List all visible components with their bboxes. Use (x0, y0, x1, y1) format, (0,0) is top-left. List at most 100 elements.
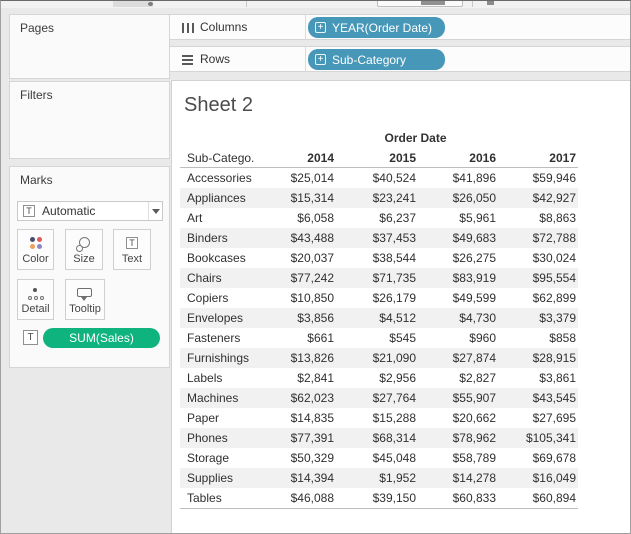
row-label[interactable]: Machines (187, 391, 239, 405)
table-cell[interactable]: $50,329 (290, 451, 334, 465)
table-cell[interactable]: $4,730 (459, 311, 496, 325)
row-label[interactable]: Envelopes (187, 311, 244, 325)
table-cell[interactable]: $45,048 (372, 451, 416, 465)
table-cell[interactable]: $27,764 (372, 391, 416, 405)
table-cell[interactable]: $43,488 (290, 231, 334, 245)
row-label[interactable]: Bookcases (187, 251, 246, 265)
row-label[interactable]: Binders (187, 231, 228, 245)
table-cell[interactable]: $2,841 (297, 371, 334, 385)
table-cell[interactable]: $77,391 (290, 431, 334, 445)
table-cell[interactable]: $21,090 (372, 351, 416, 365)
table-cell[interactable]: $58,789 (452, 451, 496, 465)
table-cell[interactable]: $46,088 (290, 491, 334, 505)
detail-button[interactable]: Detail (17, 279, 54, 320)
table-cell[interactable]: $545 (389, 331, 416, 345)
table-cell[interactable]: $20,037 (290, 251, 334, 265)
year-column-header[interactable]: 2014 (307, 151, 334, 165)
row-label[interactable]: Appliances (187, 191, 246, 205)
table-cell[interactable]: $14,394 (290, 471, 334, 485)
table-cell[interactable]: $49,599 (452, 291, 496, 305)
tooltip-button[interactable]: Tooltip (65, 279, 105, 320)
expand-plus-icon[interactable]: + (315, 54, 326, 65)
expand-plus-icon[interactable]: + (315, 22, 326, 33)
table-cell[interactable]: $26,050 (452, 191, 496, 205)
table-cell[interactable]: $78,962 (452, 431, 496, 445)
text-button[interactable]: T Text (113, 229, 151, 270)
row-label[interactable]: Storage (187, 451, 230, 465)
table-cell[interactable]: $14,835 (290, 411, 334, 425)
chevron-down-icon[interactable] (152, 209, 160, 214)
year-column-header[interactable]: 2015 (389, 151, 416, 165)
row-field-header[interactable]: Sub-Catego.. (187, 151, 254, 165)
table-cell[interactable]: $72,788 (532, 231, 576, 245)
column-field-header[interactable]: Order Date (384, 131, 447, 145)
rows-shelf[interactable]: Rows + Sub-Category (169, 46, 630, 72)
table-cell[interactable]: $3,861 (539, 371, 576, 385)
table-cell[interactable]: $39,150 (372, 491, 416, 505)
table-cell[interactable]: $68,314 (372, 431, 416, 445)
table-cell[interactable]: $6,058 (297, 211, 334, 225)
table-cell[interactable]: $71,735 (372, 271, 416, 285)
pages-shelf[interactable]: Pages (9, 14, 170, 79)
table-cell[interactable]: $105,341 (525, 431, 576, 445)
table-cell[interactable]: $40,524 (372, 171, 416, 185)
row-label[interactable]: Supplies (187, 471, 234, 485)
table-cell[interactable]: $960 (469, 331, 496, 345)
year-column-header[interactable]: 2017 (549, 151, 576, 165)
row-label[interactable]: Accessories (187, 171, 252, 185)
table-cell[interactable]: $30,024 (532, 251, 576, 265)
row-label[interactable]: Art (187, 211, 203, 225)
table-cell[interactable]: $16,049 (532, 471, 576, 485)
table-cell[interactable]: $13,826 (290, 351, 334, 365)
table-cell[interactable]: $77,242 (290, 271, 334, 285)
row-label[interactable]: Copiers (187, 291, 229, 305)
table-cell[interactable]: $38,544 (372, 251, 416, 265)
table-cell[interactable]: $20,662 (452, 411, 496, 425)
table-cell[interactable]: $28,915 (532, 351, 576, 365)
sub-category-pill[interactable]: + Sub-Category (308, 49, 445, 70)
table-cell[interactable]: $60,894 (532, 491, 576, 505)
table-cell[interactable]: $8,863 (539, 211, 576, 225)
row-label[interactable]: Labels (187, 371, 223, 385)
table-cell[interactable]: $59,946 (532, 171, 576, 185)
table-cell[interactable]: $2,956 (379, 371, 416, 385)
row-label[interactable]: Chairs (187, 271, 222, 285)
color-button[interactable]: Color (17, 229, 54, 270)
filters-shelf[interactable]: Filters (9, 81, 170, 159)
row-label[interactable]: Tables (187, 491, 222, 505)
year-order-date-pill[interactable]: + YEAR(Order Date) (308, 17, 445, 38)
table-cell[interactable]: $23,241 (372, 191, 416, 205)
table-cell[interactable]: $69,678 (532, 451, 576, 465)
table-cell[interactable]: $14,278 (452, 471, 496, 485)
table-cell[interactable]: $15,288 (372, 411, 416, 425)
table-cell[interactable]: $5,961 (459, 211, 496, 225)
table-cell[interactable]: $2,827 (459, 371, 496, 385)
row-label[interactable]: Fasteners (187, 331, 241, 345)
table-cell[interactable]: $1,952 (379, 471, 416, 485)
table-cell[interactable]: $41,896 (452, 171, 496, 185)
row-label[interactable]: Furnishings (187, 351, 250, 365)
table-cell[interactable]: $4,512 (379, 311, 416, 325)
table-cell[interactable]: $3,856 (297, 311, 334, 325)
table-cell[interactable]: $661 (307, 331, 334, 345)
table-cell[interactable]: $37,453 (372, 231, 416, 245)
year-column-header[interactable]: 2016 (469, 151, 496, 165)
table-cell[interactable]: $43,545 (532, 391, 576, 405)
table-cell[interactable]: $25,014 (290, 171, 334, 185)
table-cell[interactable]: $6,237 (379, 211, 416, 225)
table-cell[interactable]: $27,874 (452, 351, 496, 365)
table-cell[interactable]: $26,275 (452, 251, 496, 265)
table-cell[interactable]: $26,179 (372, 291, 416, 305)
table-cell[interactable]: $15,314 (290, 191, 334, 205)
table-cell[interactable]: $55,907 (452, 391, 496, 405)
table-cell[interactable]: $27,695 (532, 411, 576, 425)
table-cell[interactable]: $42,927 (532, 191, 576, 205)
table-cell[interactable]: $83,919 (452, 271, 496, 285)
table-cell[interactable]: $10,850 (290, 291, 334, 305)
mark-type-dropdown[interactable]: T Automatic (17, 201, 163, 221)
table-cell[interactable]: $858 (549, 331, 576, 345)
row-label[interactable]: Paper (187, 411, 220, 425)
table-cell[interactable]: $62,023 (290, 391, 334, 405)
sum-sales-pill[interactable]: SUM(Sales) (43, 328, 160, 348)
columns-shelf[interactable]: Columns + YEAR(Order Date) (169, 14, 630, 40)
